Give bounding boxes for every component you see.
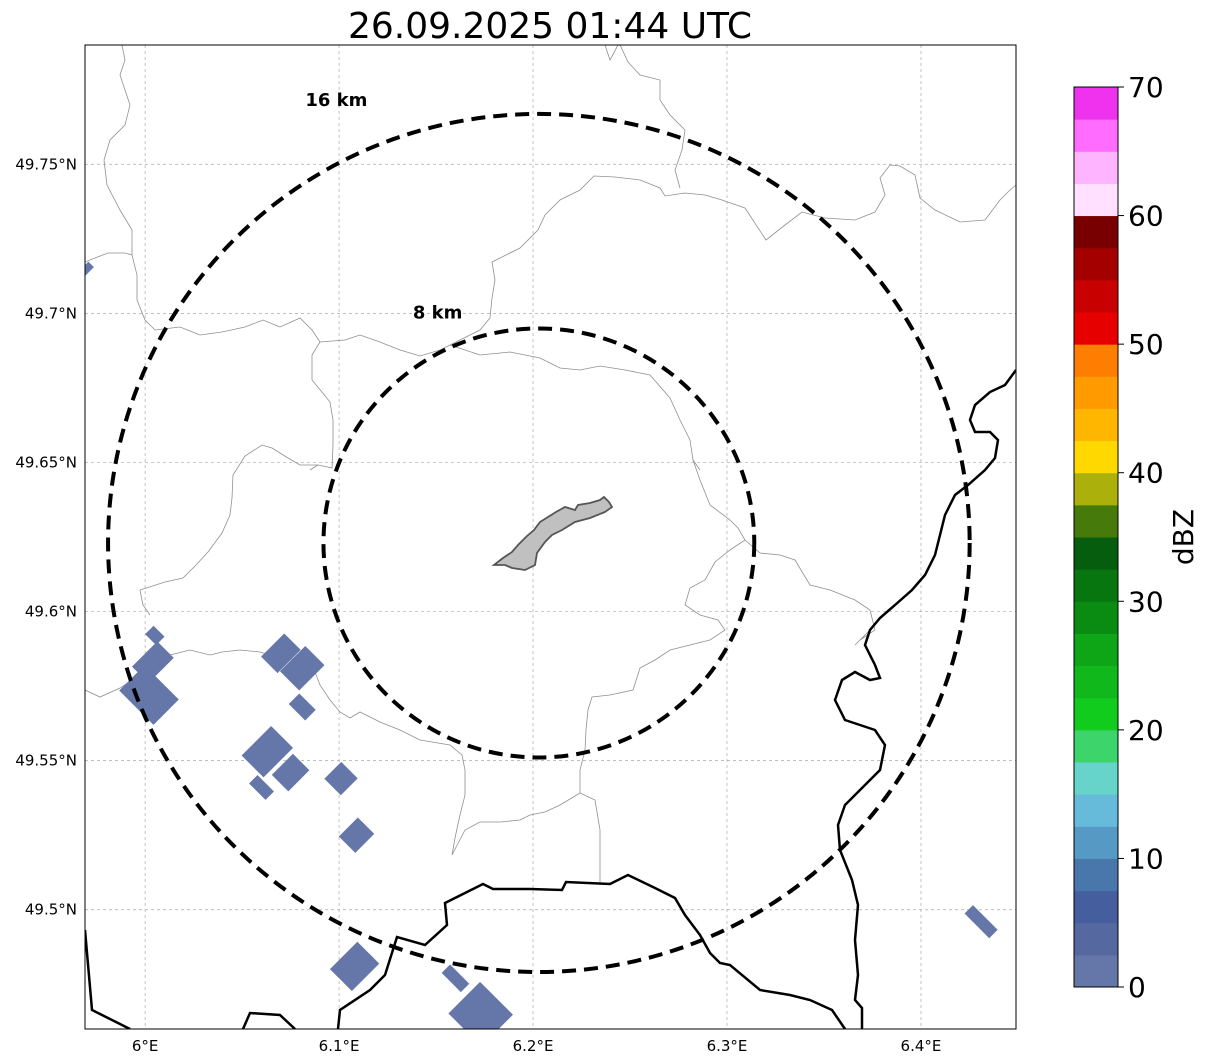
echo-cell	[441, 964, 470, 993]
lat-tick-label: 49.7°N	[25, 304, 77, 322]
echo-cell	[338, 817, 375, 853]
colorbar-segment	[1074, 504, 1118, 538]
colorbar-segment	[1074, 858, 1118, 892]
colorbar-segment	[1074, 376, 1118, 409]
colorbar-segment	[1074, 890, 1118, 924]
colorbar-segment	[1074, 922, 1118, 956]
colorbar-segment	[1074, 954, 1118, 988]
colorbar-segment	[1074, 826, 1118, 859]
echo-cell	[324, 761, 358, 796]
colorbar-tick-label: 40	[1128, 457, 1164, 490]
echo-cell	[964, 905, 998, 939]
colorbar-segment	[1074, 665, 1118, 699]
echo-cell	[288, 693, 316, 721]
colorbar-segment	[1074, 762, 1118, 795]
colorbar-tick-label: 60	[1128, 200, 1164, 233]
colorbar-segment	[1074, 119, 1118, 152]
colorbar-segment	[1074, 87, 1118, 120]
echo-cell	[145, 625, 165, 646]
range-rings: 16 km 8 km	[106, 90, 972, 975]
colorbar-segment	[1074, 633, 1118, 667]
range-ring	[106, 111, 972, 975]
colorbar-tick-label: 20	[1128, 714, 1164, 747]
echo-cell	[249, 775, 274, 800]
colorbar-segment	[1074, 408, 1118, 442]
map-title: 26.09.2025 01:44 UTC	[347, 6, 753, 47]
map-frame	[84, 44, 1017, 1030]
lon-tick-label: 6.1°E	[319, 1037, 360, 1055]
colorbar-segment	[1074, 537, 1118, 570]
echo-cell	[261, 633, 301, 674]
colorbar-segment	[1074, 215, 1118, 249]
lat-tick-label: 49.5°N	[25, 901, 77, 919]
colorbar-tick-label: 0	[1128, 971, 1146, 1004]
lat-tick-label: 49.55°N	[15, 752, 77, 770]
colorbar-frame	[1073, 86, 1119, 988]
colorbar-segment	[1074, 151, 1118, 184]
lat-tick-label: 49.65°N	[15, 453, 77, 471]
radar-echoes	[85, 261, 998, 1029]
colorbar-segment	[1074, 183, 1118, 217]
colorbar-segment	[1074, 569, 1118, 602]
lon-tick-label: 6.3°E	[707, 1037, 748, 1055]
colorbar-segment	[1074, 601, 1118, 634]
lat-tick-label: 49.6°N	[25, 603, 77, 621]
colorbar-tick-label: 10	[1128, 842, 1164, 875]
echo-cell	[279, 645, 325, 691]
municipal-borders	[85, 45, 1016, 885]
colorbar-tick-label: 30	[1128, 585, 1164, 618]
colorbar: 0 10 20 30 40 50 60 70 dBZ	[1073, 71, 1200, 1004]
colorbar-segment	[1074, 279, 1118, 313]
echo-cell	[448, 981, 513, 1029]
colorbar-segment	[1074, 729, 1118, 763]
lon-tick-label: 6.2°E	[513, 1037, 554, 1055]
gridlines	[85, 45, 1016, 1029]
colorbar-tick-label: 70	[1128, 71, 1164, 104]
colorbar-segment	[1074, 472, 1118, 506]
colorbar-tick-label: 50	[1128, 328, 1164, 361]
colorbar-title: dBZ	[1167, 509, 1200, 565]
lon-tick-label: 6.4°E	[901, 1037, 942, 1055]
echo-cell	[85, 261, 94, 276]
colorbar-segment	[1074, 440, 1118, 474]
echo-cell	[241, 725, 294, 778]
city-area[interactable]	[491, 495, 614, 571]
range-ring-label: 8 km	[413, 303, 463, 324]
colorbar-segment	[1074, 697, 1118, 731]
range-ring-label: 16 km	[305, 90, 367, 111]
echo-cell	[329, 941, 380, 992]
axis-labels: 6°E 6.1°E 6.2°E 6.3°E 6.4°E 49.75°N 49.7°N 49.6…	[15, 155, 941, 1055]
echo-cell	[271, 753, 310, 792]
colorbar-segment	[1074, 312, 1118, 345]
colorbar-segment	[1074, 344, 1118, 377]
echo-cell	[119, 665, 179, 725]
range-ring	[321, 326, 757, 760]
colorbar-segment	[1074, 247, 1118, 281]
lat-tick-label: 49.75°N	[15, 155, 77, 173]
lon-tick-label: 6°E	[132, 1037, 159, 1055]
colorbar-segment	[1074, 794, 1118, 827]
